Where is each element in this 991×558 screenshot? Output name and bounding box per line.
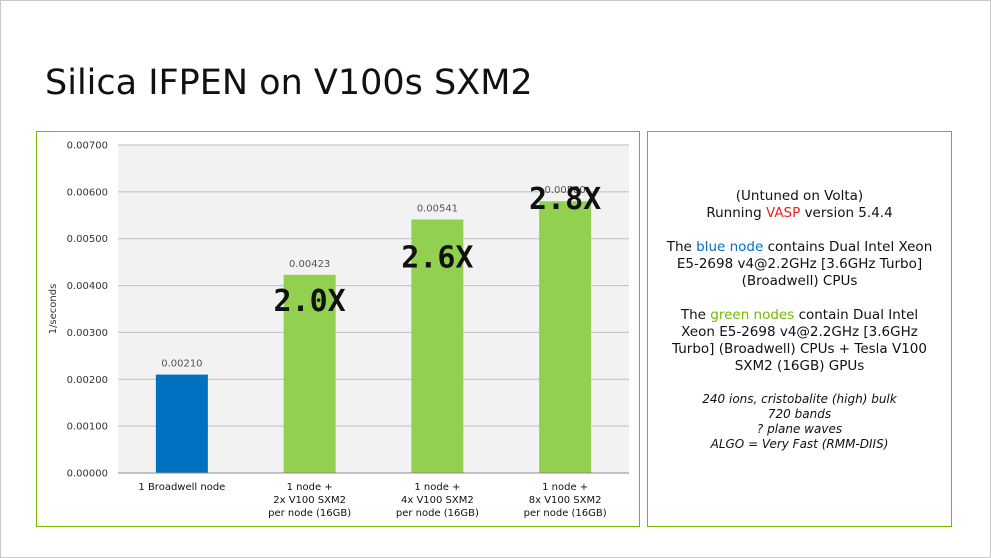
blue-suffix: contains Dual Intel Xeon E5-2698 v4@2.2G…: [676, 239, 933, 289]
untuned-text: (Untuned on Volta): [735, 188, 864, 204]
green-prefix: The: [680, 307, 711, 323]
running-prefix: Running: [706, 205, 766, 221]
speedup-label: 2.6X: [401, 241, 473, 276]
x-tick-label: 2x V100 SXM2: [273, 495, 346, 506]
x-tick-label: 1 Broadwell node: [138, 482, 225, 493]
vasp-highlight: VASP: [765, 205, 801, 221]
y-tick-label: 0.00300: [67, 328, 108, 339]
y-tick-label: 0.00700: [67, 141, 108, 152]
bar: [155, 374, 208, 473]
y-tick-label: 0.00000: [67, 469, 108, 480]
y-tick-label: 0.00500: [67, 234, 108, 245]
x-tick-label: 4x V100 SXM2: [401, 495, 474, 506]
bar-chart: 0.00000 0.00100 0.00200 0.00300 0.00400 0.005…: [48, 141, 629, 519]
info-blue-node: The blue node contains Dual Intel Xeon E…: [648, 239, 951, 290]
blue-prefix: The: [666, 239, 697, 255]
x-tick-label: per node (16GB): [268, 508, 351, 519]
x-tick-label: 1 node +: [287, 482, 333, 493]
detail-line: 240 ions, cristobalite (high) bulk: [702, 392, 897, 406]
chart-panel: 0.00000 0.00100 0.00200 0.00300 0.00400 0.005…: [36, 131, 640, 527]
green-suffix: contain Dual Intel Xeon E5-2698 v4@2.2GH…: [672, 307, 927, 374]
y-tick-label: 0.00200: [67, 375, 108, 386]
x-tick-label: 1 node +: [542, 482, 588, 493]
detail-line: ? plane waves: [756, 422, 843, 436]
data-label: 0.00210: [161, 359, 202, 370]
x-tick-label: 8x V100 SXM2: [529, 495, 602, 506]
bar: [539, 201, 592, 473]
bar: [411, 219, 464, 473]
detail-line: ALGO = Very Fast (RMM-DIIS): [710, 437, 889, 451]
y-axis-label: 1/seconds: [48, 284, 59, 335]
info-untuned-line: (Untuned on Volta) Running VASP version …: [648, 188, 951, 222]
x-tick-label: per node (16GB): [396, 508, 479, 519]
speedup-label: 2.0X: [274, 284, 346, 319]
info-details: 240 ions, cristobalite (high) bulk 720 b…: [648, 392, 951, 452]
info-panel: (Untuned on Volta) Running VASP version …: [647, 131, 952, 527]
bar: [283, 274, 336, 473]
speedup-label: 2.8X: [529, 182, 601, 217]
y-tick-label: 0.00400: [67, 281, 108, 292]
data-label: 0.00580: [544, 185, 585, 196]
running-suffix: version 5.4.4: [800, 205, 893, 221]
green-nodes-highlight: green nodes: [710, 307, 795, 323]
y-tick-label: 0.00600: [67, 187, 108, 198]
y-tick-label: 0.00100: [67, 422, 108, 433]
detail-line: 720 bands: [767, 407, 832, 421]
x-tick-label: 1 node +: [414, 482, 460, 493]
blue-node-highlight: blue node: [696, 239, 764, 255]
data-label: 0.00423: [289, 259, 330, 270]
info-text-block: (Untuned on Volta) Running VASP version …: [648, 188, 951, 452]
data-label: 0.00541: [417, 204, 458, 215]
info-green-nodes: The green nodes contain Dual Intel Xeon …: [648, 307, 951, 375]
slide-title: Silica IFPEN on V100s SXM2: [45, 63, 533, 103]
x-tick-label: per node (16GB): [524, 508, 607, 519]
